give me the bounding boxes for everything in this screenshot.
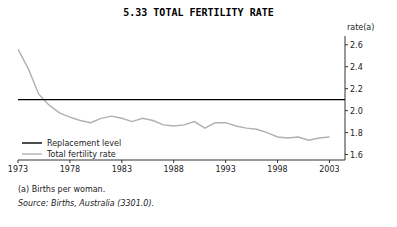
y-tick-label: 1.6 [350,151,363,160]
y-tick [345,44,348,45]
x-tick [277,160,278,163]
legend-swatch [22,142,42,143]
x-tick [121,160,122,163]
legend-label: Total fertility rate [46,150,116,159]
x-tick-label: 1993 [215,165,235,174]
y-tick [345,66,348,67]
chart: 5.33 TOTAL FERTILITY RATE 1973 1978 1983 198… [0,0,397,227]
x-tick-label: 1998 [267,165,287,174]
series-line [18,49,329,140]
legend-swatch [22,153,42,154]
note: (a) Births per woman. [18,185,105,194]
x-tick [173,160,174,163]
legend-label: Replacement level [47,139,121,148]
y-tick-label: 2.0 [350,107,363,116]
plot-area [18,49,345,140]
legend: Replacement level Total fertility rate [22,139,121,159]
title: 5.33 TOTAL FERTILITY RATE [123,7,274,18]
x-tick-label: 1988 [164,165,184,174]
y-tick-label: 2.6 [350,41,363,50]
y-tick-label: 1.8 [350,129,363,138]
note: Source: Births, Australia (3301.0). [18,199,154,208]
y-axis [345,36,346,160]
x-tick-label: 1973 [8,165,28,174]
y-tick-label: 2.2 [350,85,363,94]
x-tick [225,160,226,163]
x-tick [18,160,19,163]
x-tick-label: 1978 [60,165,80,174]
y-tick [345,154,348,155]
x-tick [69,160,70,163]
y-tick [345,88,348,89]
y-tick [345,110,348,111]
x-tick-label: 2003 [319,165,339,174]
x-axis [18,160,345,161]
y-tick-label: 2.4 [350,63,363,72]
y-tick [345,132,348,133]
reference-line [18,99,345,100]
x-tick-label: 1983 [112,165,132,174]
y-label: rate(a) [347,23,374,32]
x-tick [329,160,330,163]
